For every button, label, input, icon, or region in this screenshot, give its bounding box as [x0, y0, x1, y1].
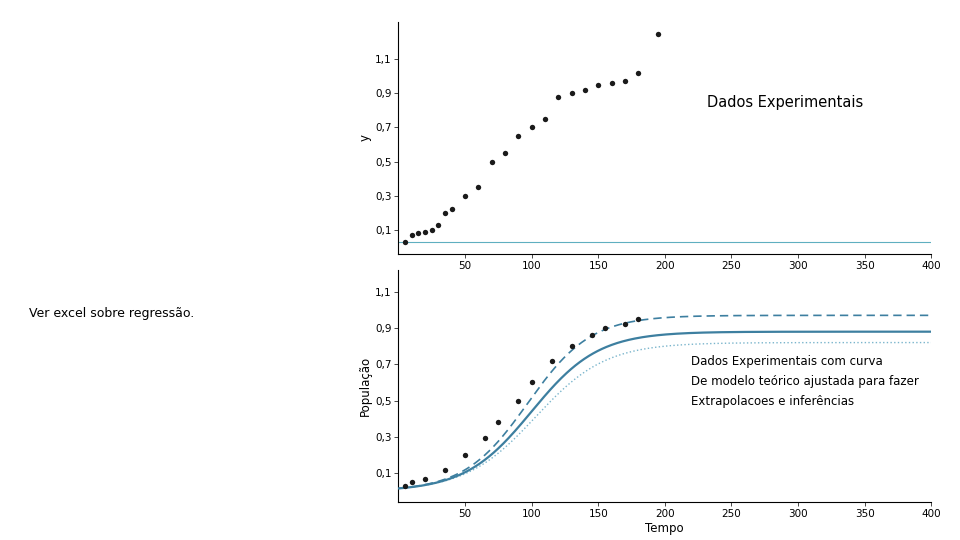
Point: [564, 89, 579, 98]
Point: [511, 396, 526, 405]
Point: [418, 474, 433, 483]
Point: [431, 220, 446, 229]
Point: [491, 418, 506, 427]
Point: [397, 238, 413, 246]
Point: [617, 76, 633, 85]
Point: [564, 342, 579, 350]
Point: [604, 79, 619, 87]
Point: [477, 434, 492, 442]
Point: [444, 205, 459, 214]
Legend: Logística, UpperCI, LowerCI, y: Logística, UpperCI, LowerCI, y: [447, 538, 755, 540]
Point: [404, 478, 420, 487]
X-axis label: x: x: [661, 274, 668, 287]
Point: [511, 132, 526, 140]
Y-axis label: y: y: [359, 134, 372, 141]
Point: [411, 229, 426, 238]
Point: [651, 29, 666, 38]
Point: [524, 123, 540, 132]
Point: [484, 157, 499, 166]
Point: [524, 378, 540, 387]
Point: [397, 482, 413, 490]
Point: [470, 183, 486, 192]
Text: Dados Experimentais: Dados Experimentais: [708, 96, 864, 110]
Point: [631, 69, 646, 77]
Point: [418, 227, 433, 236]
X-axis label: Tempo: Tempo: [645, 522, 684, 535]
Point: [457, 451, 472, 460]
Point: [577, 85, 592, 94]
Point: [497, 148, 513, 157]
Point: [457, 192, 472, 200]
Point: [404, 231, 420, 239]
Point: [584, 331, 599, 340]
Point: [538, 114, 553, 123]
Point: [438, 466, 453, 475]
Point: [544, 356, 560, 365]
Y-axis label: População: População: [359, 356, 372, 416]
Point: [551, 92, 566, 101]
Text: Ver excel sobre regressão.: Ver excel sobre regressão.: [29, 307, 194, 320]
Point: [590, 80, 606, 89]
Point: [631, 315, 646, 323]
Point: [597, 323, 612, 332]
Point: [617, 320, 633, 329]
Text: Dados Experimentais com curva
De modelo teórico ajustada para fazer
Extrapolacoe: Dados Experimentais com curva De modelo …: [691, 355, 920, 408]
Point: [424, 226, 440, 234]
Point: [438, 208, 453, 217]
